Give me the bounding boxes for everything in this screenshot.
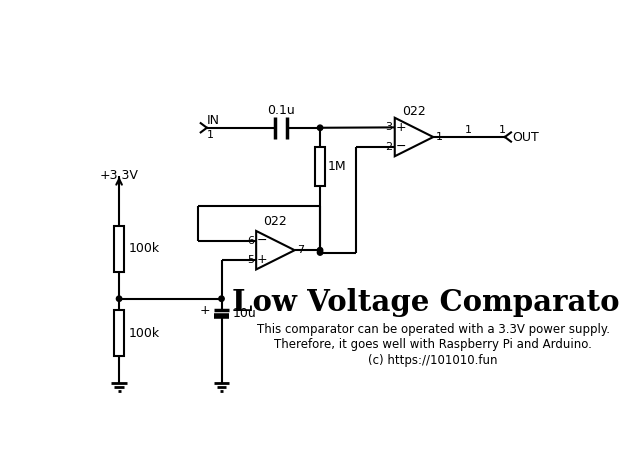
Text: 1: 1 <box>207 131 214 140</box>
Text: 1: 1 <box>499 125 506 135</box>
Circle shape <box>219 296 224 301</box>
Text: +: + <box>200 304 211 317</box>
Circle shape <box>317 125 323 131</box>
Text: −: − <box>257 234 268 247</box>
Text: 2: 2 <box>385 142 392 152</box>
Text: IN: IN <box>207 114 220 126</box>
Text: 7: 7 <box>297 245 304 255</box>
Text: 10u: 10u <box>232 307 256 320</box>
Text: Therefore, it goes well with Raspberry Pi and Arduino.: Therefore, it goes well with Raspberry P… <box>274 338 592 351</box>
Text: 0.1u: 0.1u <box>267 103 294 117</box>
Text: OUT: OUT <box>513 131 539 144</box>
Text: 6: 6 <box>247 235 254 246</box>
Circle shape <box>317 248 323 253</box>
Bar <box>114 310 124 357</box>
Bar <box>315 147 325 185</box>
Text: 3: 3 <box>386 123 392 132</box>
Text: −: − <box>396 140 406 153</box>
Text: 022: 022 <box>264 215 287 228</box>
Text: This comparator can be operated with a 3.3V power supply.: This comparator can be operated with a 3… <box>257 323 609 336</box>
Text: 1: 1 <box>464 125 471 135</box>
Text: 1: 1 <box>436 132 443 142</box>
Text: 5: 5 <box>247 255 254 265</box>
Bar <box>114 226 124 272</box>
Text: 100k: 100k <box>129 242 160 255</box>
Text: +3.3V: +3.3V <box>100 169 138 182</box>
Text: 100k: 100k <box>129 327 160 340</box>
Text: 022: 022 <box>402 105 426 118</box>
Circle shape <box>117 296 122 301</box>
Text: (c) https://101010.fun: (c) https://101010.fun <box>368 354 498 367</box>
Text: 1M: 1M <box>328 160 347 173</box>
Text: +: + <box>257 253 268 266</box>
Text: Low Voltage Comparator: Low Voltage Comparator <box>232 288 620 317</box>
Text: +: + <box>396 121 406 134</box>
Circle shape <box>317 250 323 255</box>
